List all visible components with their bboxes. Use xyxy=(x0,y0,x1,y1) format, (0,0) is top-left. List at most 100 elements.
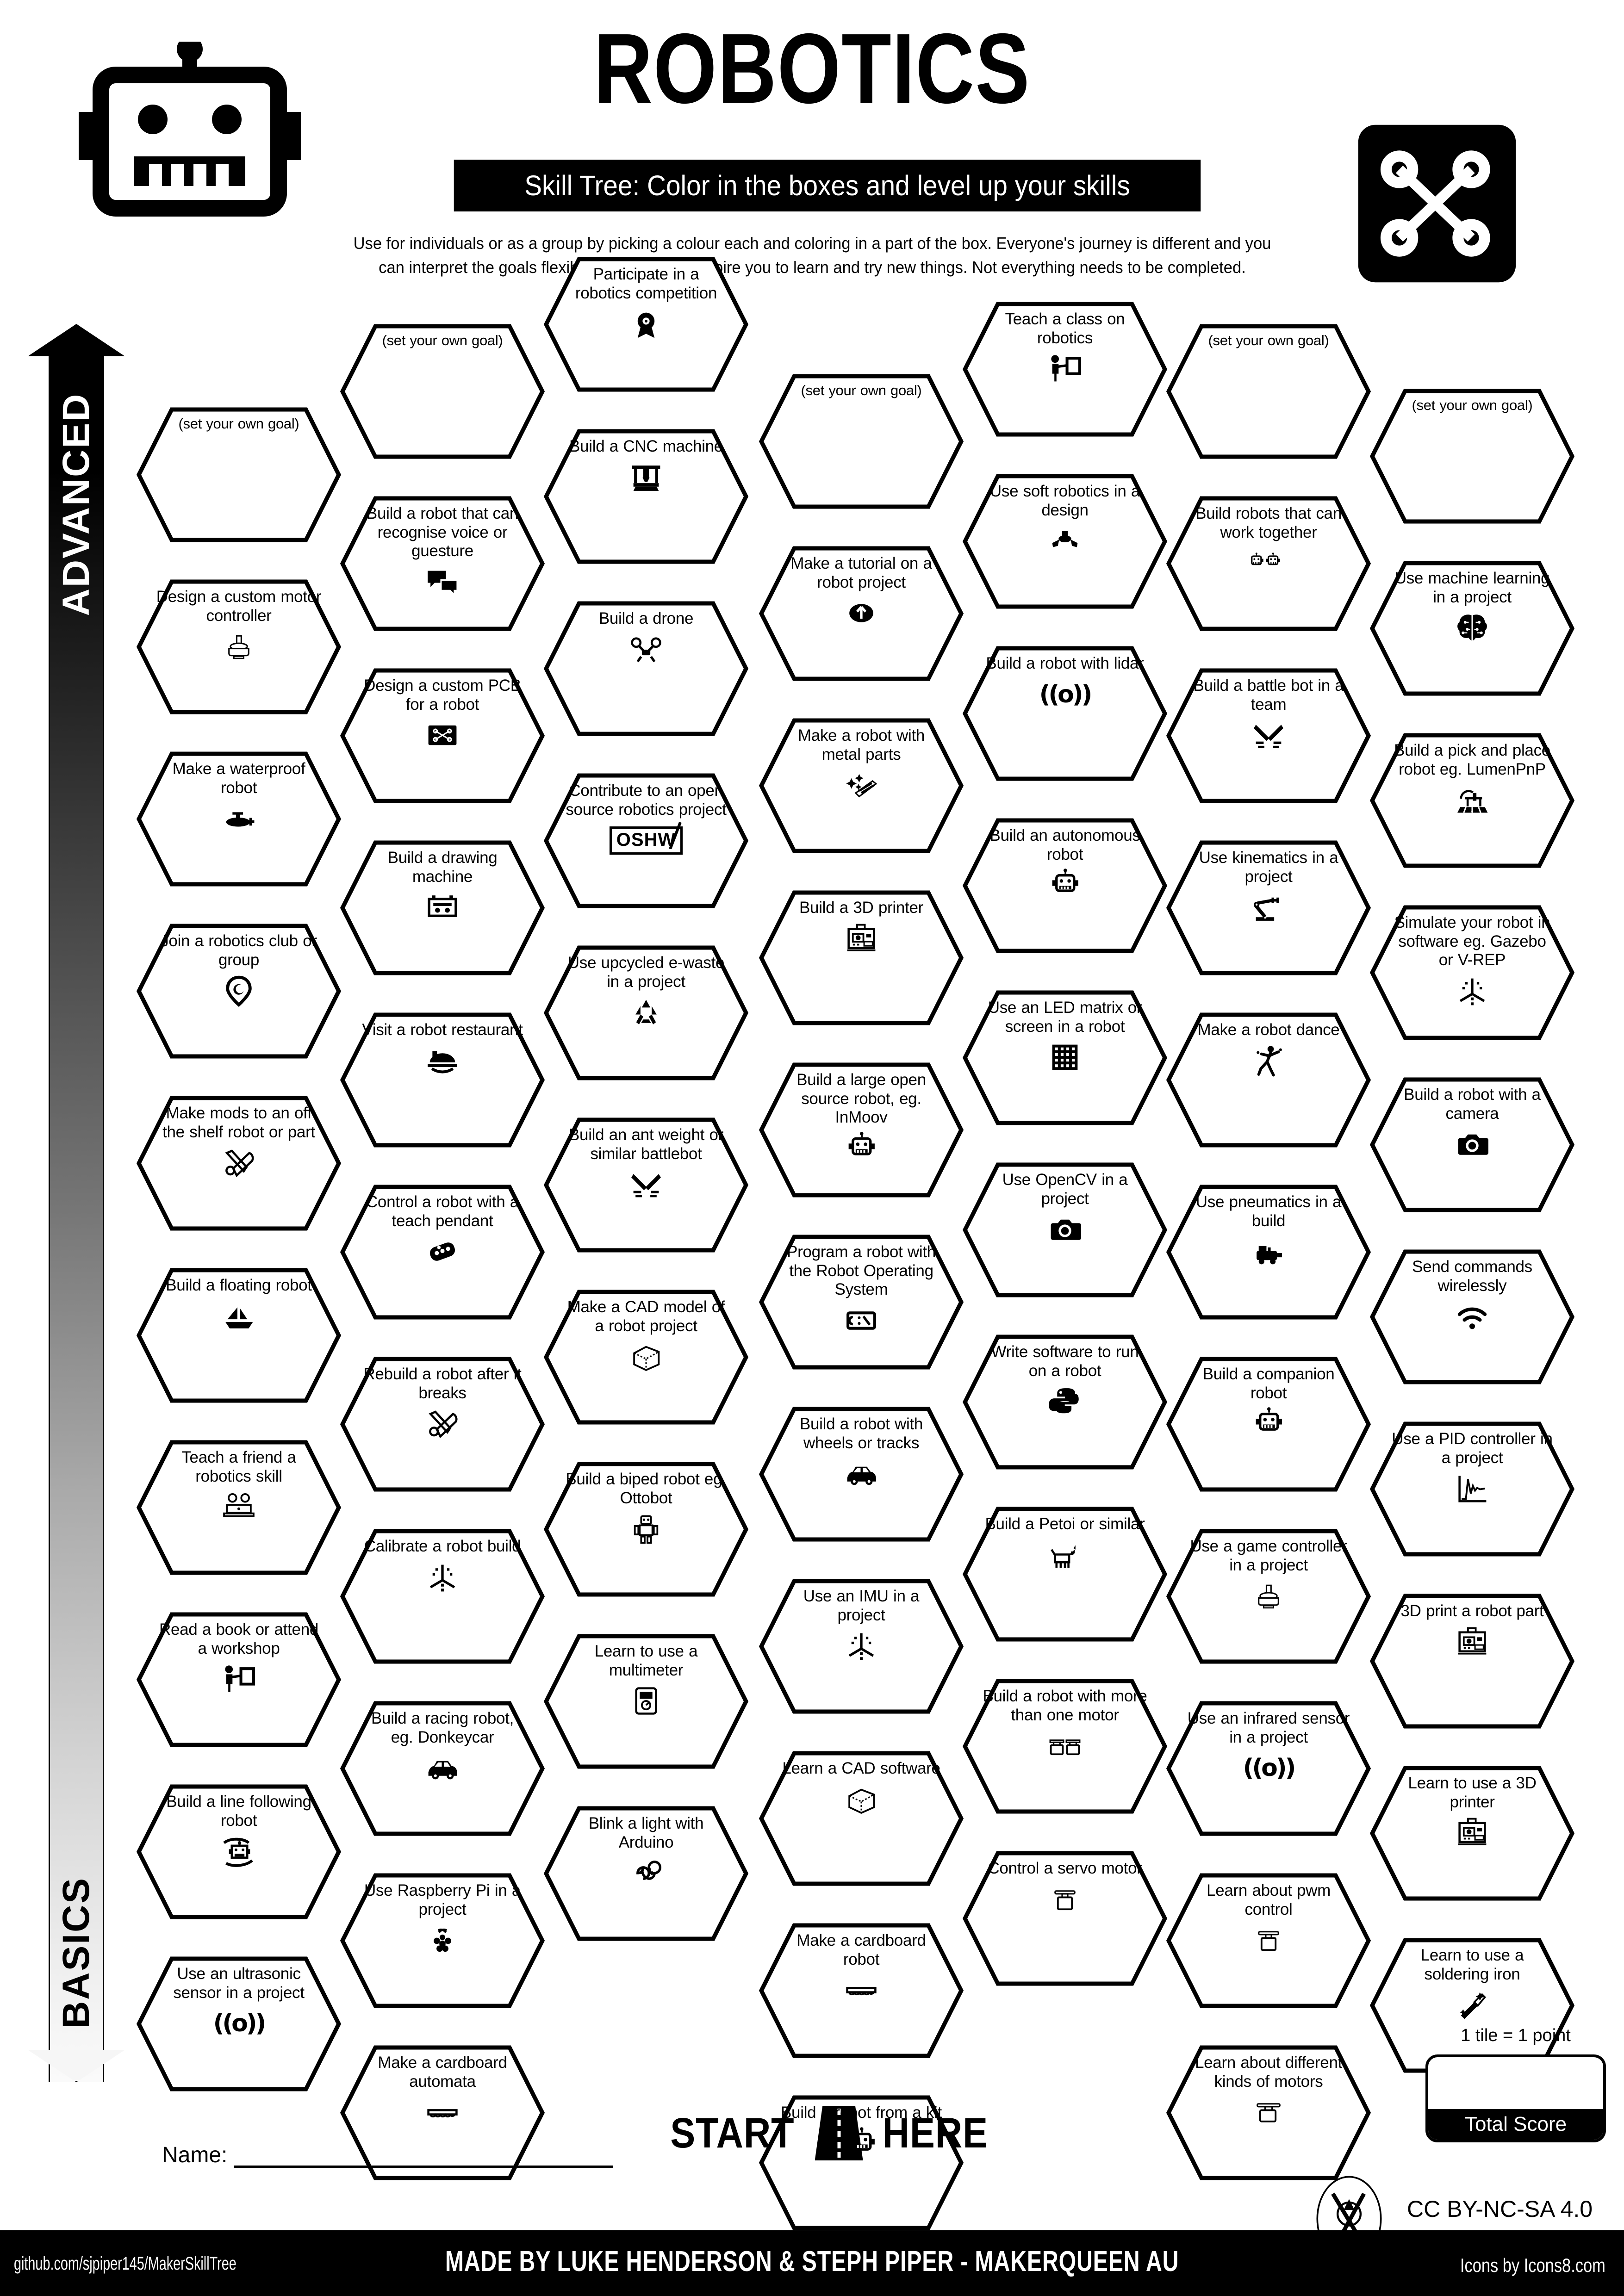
cardboard-icon xyxy=(425,2094,460,2131)
skill-hex-c1-r3[interactable]: Make a waterproof robot xyxy=(137,751,341,887)
skill-hex-c3-r7[interactable]: Make a CAD model of a robot project xyxy=(544,1290,748,1425)
food-tray-icon xyxy=(425,1043,460,1080)
skill-hex-c4-r6[interactable]: Program a robot with the Robot Operating… xyxy=(759,1235,964,1370)
remote-control-icon xyxy=(425,1233,460,1270)
skill-hex-c6-r11[interactable]: Learn about different kinds of motors xyxy=(1166,2045,1371,2180)
two-robots-icon xyxy=(1251,545,1286,582)
skill-hex-c2-r9[interactable]: Build a racing robot, eg. Donkeycar xyxy=(340,1701,545,1836)
skill-hex-c1-r4[interactable]: Join a robotics club or group xyxy=(137,924,341,1059)
skill-hex-c4-r7[interactable]: Build a robot with wheels or tracks xyxy=(759,1407,964,1542)
gripper-icon xyxy=(1047,522,1083,559)
3d-printer-icon xyxy=(1455,1624,1490,1661)
skill-hex-c5-r5[interactable]: Use an LED matrix or screen in a robot xyxy=(963,990,1167,1125)
robot-head-icon xyxy=(1251,1405,1286,1442)
skill-hex-c4-r4[interactable]: Build a 3D printer xyxy=(759,890,964,1025)
skill-hex-c7-r5[interactable]: Build a robot with a camera xyxy=(1370,1077,1574,1212)
instructions-text: Use for individuals or as a group by pic… xyxy=(353,234,1271,277)
skill-hex-c7-r1[interactable]: (set your own goal) xyxy=(1370,389,1574,524)
skill-hex-c2-r6[interactable]: Control a robot with a teach pendant xyxy=(340,1185,545,1320)
skill-hex-c6-r6[interactable]: Use pneumatics in a build xyxy=(1166,1185,1371,1320)
skill-hex-c6-r3[interactable]: Build a battle bot in a team xyxy=(1166,668,1371,803)
skill-hex-c3-r2[interactable]: Build a CNC machine xyxy=(544,429,748,564)
skill-hex-c5-r7[interactable]: Write software to run on a robot xyxy=(963,1334,1167,1470)
skill-hex-c6-r4[interactable]: Use kinematics in a project xyxy=(1166,840,1371,975)
skill-hex-c4-r1[interactable]: (set your own goal) xyxy=(759,374,964,509)
skill-hex-c3-r6[interactable]: Build an ant weight or similar battlebot xyxy=(544,1117,748,1253)
total-score-box[interactable]: Total Score xyxy=(1425,2054,1606,2142)
skill-hex-c4-r9[interactable]: Learn a CAD software xyxy=(759,1751,964,1886)
skill-hex-c4-r8[interactable]: Use an IMU in a project xyxy=(759,1579,964,1714)
skill-hex-c2-r3[interactable]: Design a custom PCB for a robot xyxy=(340,668,545,803)
score-entry-area[interactable]: Total Score xyxy=(1425,2054,1606,2142)
skill-hex-c5-r9[interactable]: Build a robot with more than one motor xyxy=(963,1679,1167,1814)
skill-hex-label: Design a custom motor controller xyxy=(156,588,322,625)
skill-hex-c7-r10[interactable]: Learn to use a soldering iron xyxy=(1370,1938,1574,2073)
skill-hex-c1-r1[interactable]: (set your own goal) xyxy=(137,407,341,542)
skill-hex-c1-r9[interactable]: Build a line following robot xyxy=(137,1784,341,1919)
skill-hex-c6-r9[interactable]: Use an infrared sensor in a project ((o)) xyxy=(1166,1701,1371,1836)
name-field[interactable]: Name: xyxy=(162,2142,614,2168)
skill-hex-c2-r2[interactable]: Build a robot that can recognise voice o… xyxy=(340,496,545,631)
github-link[interactable]: github.com/sjpiper145/MakerSkillTree xyxy=(14,2253,236,2274)
skill-hex-c7-r9[interactable]: Learn to use a 3D printer xyxy=(1370,1766,1574,1901)
skill-hex-c4-r3[interactable]: Make a robot with metal parts xyxy=(759,718,964,853)
calibrate-icon xyxy=(844,1627,879,1664)
skill-hex-c2-r5[interactable]: Visit a robot restaurant xyxy=(340,1012,545,1148)
skill-hex-c6-r2[interactable]: Build robots that can work together xyxy=(1166,496,1371,631)
skill-hex-c7-r8[interactable]: 3D print a robot part xyxy=(1370,1594,1574,1729)
skill-hex-label: Build a companion robot xyxy=(1202,1365,1335,1402)
tile-point-note: 1 tile = 1 point xyxy=(1461,2026,1571,2045)
skill-hex-c3-r1[interactable]: Participate in a robotics competition xyxy=(544,257,748,392)
cad-cube-icon xyxy=(844,1781,879,1818)
skill-hex-c3-r4[interactable]: Contribute to an open source robotics pr… xyxy=(544,773,748,908)
skill-hex-c1-r5[interactable]: Make mods to an off the shelf robot or p… xyxy=(137,1096,341,1231)
skill-hex-c3-r3[interactable]: Build a drone xyxy=(544,601,748,736)
skill-hex-c1-r6[interactable]: Build a floating robot xyxy=(137,1268,341,1403)
skill-hex-c5-r10[interactable]: Control a servo motor xyxy=(963,1851,1167,1986)
skill-hex-c5-r3[interactable]: Build a robot with lidar ((o)) xyxy=(963,646,1167,781)
skill-hex-c7-r7[interactable]: Use a PID controller in a project xyxy=(1370,1421,1574,1557)
skill-hex-c5-r6[interactable]: Use OpenCV in a project xyxy=(963,1162,1167,1297)
icons-credit[interactable]: Icons by Icons8.com xyxy=(1460,2254,1605,2276)
skill-hex-c5-r8[interactable]: Build a Petoi or similar xyxy=(963,1507,1167,1642)
skill-hex-c5-r1[interactable]: Teach a class on robotics xyxy=(963,302,1167,437)
skill-hex-c3-r9[interactable]: Learn to use a multimeter xyxy=(544,1634,748,1769)
skill-hex-label: Build a Petoi or similar xyxy=(985,1515,1145,1533)
skill-hex-c4-r10[interactable]: Make a cardboard robot xyxy=(759,1923,964,2058)
skill-hex-c2-r7[interactable]: Rebuild a robot after it breaks xyxy=(340,1357,545,1492)
skill-hex-c4-r2[interactable]: Make a tutorial on a robot project xyxy=(759,546,964,681)
skill-hex-label: Make a CAD model of a robot project xyxy=(567,1298,725,1335)
cardboard-icon xyxy=(844,1972,879,2009)
skill-hex-c4-r5[interactable]: Build a large open source robot, eg. InM… xyxy=(759,1062,964,1198)
skill-hex-c5-r2[interactable]: Use soft robotics in a design xyxy=(963,474,1167,609)
skill-hex-c2-r8[interactable]: Calibrate a robot build xyxy=(340,1529,545,1664)
skill-hex-c7-r4[interactable]: Simulate your robot in software eg. Gaze… xyxy=(1370,905,1574,1040)
skill-hex-c2-r4[interactable]: Build a drawing machine xyxy=(340,840,545,975)
skill-hex-c3-r8[interactable]: Build a biped robot eg. Ottobot xyxy=(544,1462,748,1597)
skill-hex-c1-r2[interactable]: Design a custom motor controller xyxy=(137,579,341,714)
skill-hex-c1-r10[interactable]: Use an ultrasonic sensor in a project ((o… xyxy=(137,1956,341,2091)
skill-hex-c2-r1[interactable]: (set your own goal) xyxy=(340,324,545,459)
skill-hex-label: (set your own goal) xyxy=(1412,397,1533,413)
skill-hex-c6-r10[interactable]: Learn about pwm control xyxy=(1166,1873,1371,2008)
skill-hex-c6-r5[interactable]: Make a robot dance xyxy=(1166,1012,1371,1148)
skill-hex-c6-r1[interactable]: (set your own goal) xyxy=(1166,324,1371,459)
skill-hex-c3-r5[interactable]: Use upcycled e-waste in a project xyxy=(544,945,748,1080)
skill-hex-c6-r7[interactable]: Build a companion robot xyxy=(1166,1357,1371,1492)
skill-hex-c1-r7[interactable]: Teach a friend a robotics skill xyxy=(137,1440,341,1575)
terminal-icon xyxy=(844,1302,879,1339)
skill-hex-c5-r4[interactable]: Build an autonomous robot xyxy=(963,818,1167,953)
recycle-icon xyxy=(628,994,664,1031)
robot-head-icon xyxy=(844,1130,879,1167)
crossed-swords-icon xyxy=(628,1166,664,1203)
skill-hex-c3-r10[interactable]: Blink a light with Arduino xyxy=(544,1806,748,1941)
skill-hex-c7-r6[interactable]: Send commands wirelessly xyxy=(1370,1249,1574,1384)
skill-hex-c2-r10[interactable]: Use Raspberry Pi in a project xyxy=(340,1873,545,2008)
skill-hex-label: Design a custom PCB for a robot xyxy=(364,676,521,714)
name-input-line[interactable] xyxy=(234,2163,614,2168)
skill-hex-c6-r8[interactable]: Use a game controller in a project xyxy=(1166,1529,1371,1664)
skill-hex-c7-r3[interactable]: Build a pick and place robot eg. LumenPn… xyxy=(1370,733,1574,868)
skill-hex-c1-r8[interactable]: Read a book or attend a workshop xyxy=(137,1612,341,1747)
circuit-board-icon xyxy=(1351,116,1523,292)
skill-hex-c7-r2[interactable]: Use machine learning in a project xyxy=(1370,561,1574,696)
